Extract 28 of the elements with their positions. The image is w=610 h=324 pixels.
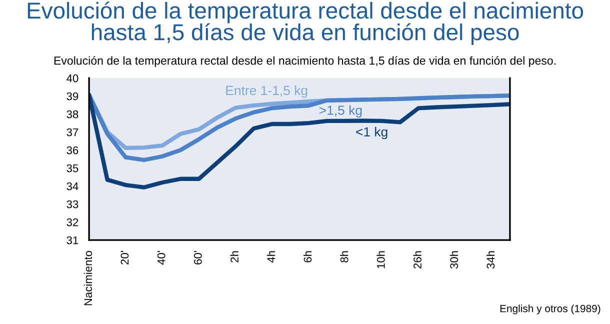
x-tick-label: 26h bbox=[413, 251, 422, 268]
y-tick-label: 37 bbox=[66, 128, 78, 136]
x-tick-label: 40' bbox=[157, 251, 166, 265]
y-tick-label: 38 bbox=[66, 110, 78, 118]
y-tick-label: 39 bbox=[66, 92, 78, 100]
series-label: >1,5 kg bbox=[320, 105, 362, 118]
series-label: <1 kg bbox=[356, 126, 388, 140]
y-tick-label: 34 bbox=[66, 182, 78, 190]
y-tick-label: 36 bbox=[66, 146, 78, 154]
x-tick-label: 60' bbox=[194, 251, 202, 264]
y-tick-label: 40 bbox=[66, 74, 78, 82]
text: English y otros (1989) bbox=[500, 304, 600, 314]
x-tick-label: 20' bbox=[120, 251, 129, 264]
y-tick-label: 31 bbox=[66, 236, 78, 244]
x-tick-label: 8h bbox=[340, 251, 348, 262]
y-tick-label: 32 bbox=[66, 218, 78, 226]
y-tick-label: 35 bbox=[66, 164, 78, 172]
x-tick-label: 2h bbox=[230, 251, 238, 262]
chart-title: Evolución de la temperatura rectal desde el nacimiento hasta 1,5 días de vida en función del peso bbox=[28, 2, 584, 45]
x-tick-label: 10h bbox=[376, 251, 385, 268]
y-tick-label: 33 bbox=[66, 200, 78, 208]
series-label: Entre 1-1,5 kg bbox=[226, 85, 308, 98]
x-tick-label: 6h bbox=[303, 251, 312, 262]
chart-subtitle: Evolución de la temperatura rectal desde el nacimiento hasta 1,5 días de vida en función del peso. bbox=[54, 56, 556, 67]
x-tick-label: 30h bbox=[450, 251, 458, 269]
x-tick-label: 34h bbox=[486, 251, 495, 269]
x-tick-label: 4h bbox=[266, 251, 275, 263]
x-tick-label: Nacimiento bbox=[84, 250, 92, 306]
